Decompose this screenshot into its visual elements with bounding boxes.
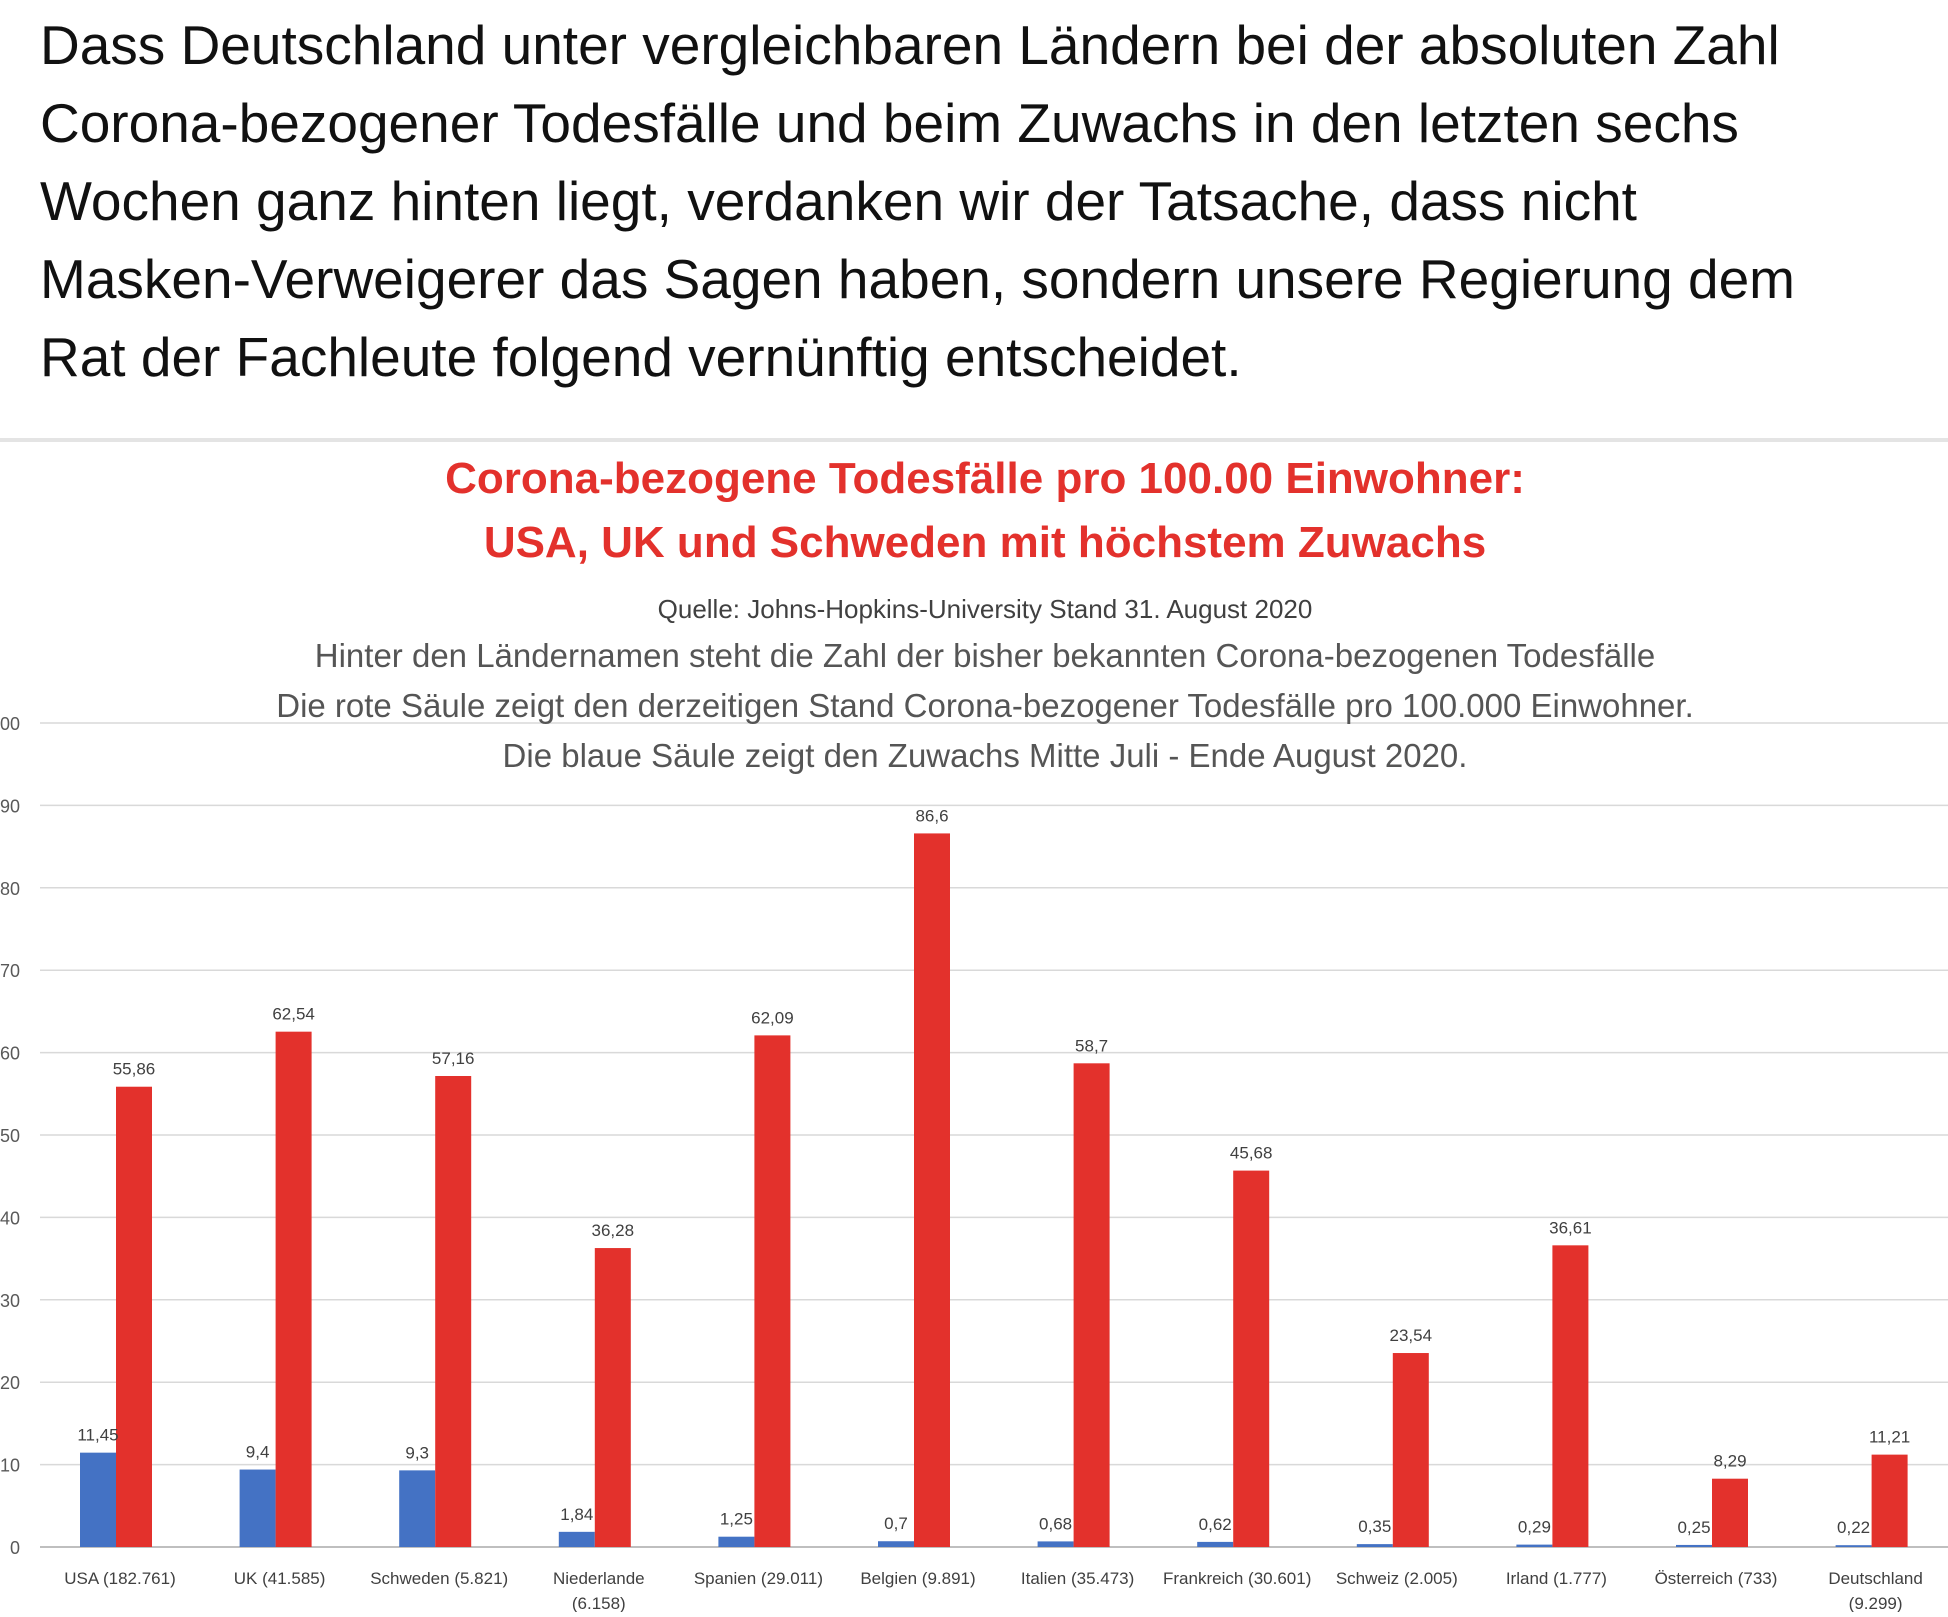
x-category-label: (9.299) [1849, 1594, 1903, 1612]
chart-image: 0 10 20 30 40 50 60 70 80 90 100 11,45 55,86 USA (182… [0, 442, 1948, 1613]
chart-title: Corona-bezogene Todesfälle pro 100.00 Ei… [445, 454, 1525, 503]
blue-bar-value-label: 1,25 [720, 1510, 753, 1529]
x-category-label: UK (41.585) [234, 1569, 326, 1588]
blue-bar-value-label: 0,68 [1039, 1514, 1072, 1533]
blue-bar-value-label: 0,22 [1837, 1518, 1870, 1537]
red-bar [1552, 1245, 1589, 1547]
blue-bar-value-label: 11,45 [77, 1426, 118, 1445]
red-bar [275, 1031, 312, 1547]
y-tick-label: 60 [0, 1044, 20, 1064]
blue-bar [1516, 1544, 1553, 1547]
blue-bar-value-label: 1,84 [560, 1505, 593, 1524]
red-bar-value-label: 45,68 [1230, 1144, 1273, 1163]
y-tick-label: 10 [0, 1456, 20, 1476]
chart-note: Die rote Säule zeigt den derzeitigen Sta… [276, 687, 1694, 724]
chart-note: Hinter den Ländernamen steht die Zahl de… [315, 637, 1655, 674]
blue-bar-value-label: 0,35 [1358, 1517, 1391, 1536]
chart-subtitle: USA, UK und Schweden mit höchstem Zuwach… [484, 518, 1486, 567]
red-bar [1073, 1063, 1110, 1547]
y-tick-label: 0 [10, 1538, 20, 1558]
blue-bar-value-label: 0,7 [884, 1514, 908, 1533]
red-bar-value-label: 55,86 [113, 1060, 156, 1079]
post-text-line: Masken-Verweigerer das Sagen haben, sond… [40, 248, 1795, 310]
blue-bar-value-label: 0,25 [1677, 1518, 1710, 1537]
red-bar [1392, 1353, 1429, 1547]
y-tick-label: 20 [0, 1373, 20, 1393]
y-tick-label: 40 [0, 1208, 20, 1228]
x-category-label: Niederlande [553, 1569, 645, 1588]
blue-bar [1676, 1544, 1712, 1547]
red-bar-value-label: 11,21 [1869, 1428, 1910, 1447]
y-tick-label: 70 [0, 961, 20, 981]
red-bar [754, 1035, 791, 1547]
x-category-label: Schweiz (2.005) [1336, 1569, 1458, 1588]
y-tick-label: 50 [0, 1126, 20, 1146]
x-category-label: Irland (1.777) [1506, 1569, 1607, 1588]
red-bar [1871, 1454, 1908, 1547]
red-bar-value-label: 36,28 [592, 1221, 635, 1240]
x-category-label: Italien (35.473) [1021, 1569, 1134, 1588]
x-category-label: Österreich (733) [1655, 1569, 1778, 1588]
blue-bar [399, 1470, 436, 1547]
y-tick-label: 30 [0, 1291, 20, 1311]
post-text-line: Rat der Fachleute folgend vernünftig ent… [40, 326, 1242, 388]
blue-bar-value-label: 9,3 [405, 1443, 429, 1462]
red-bar-value-label: 36,61 [1549, 1218, 1592, 1237]
red-bar-value-label: 62,54 [272, 1005, 315, 1024]
blue-bar [1835, 1545, 1872, 1547]
x-category-label: Schweden (5.821) [370, 1569, 508, 1588]
blue-bar [1197, 1541, 1234, 1547]
post-text-line: Wochen ganz hinten liegt, verdanken wir … [40, 170, 1637, 232]
red-bar [914, 833, 950, 1547]
red-bar-value-label: 57,16 [432, 1049, 475, 1068]
x-category-label: Spanien (29.011) [694, 1569, 823, 1588]
red-bar [594, 1248, 631, 1547]
red-bar [1712, 1478, 1748, 1547]
chart-note: Die blaue Säule zeigt den Zuwachs Mitte … [503, 737, 1468, 774]
blue-bar [718, 1536, 755, 1547]
blue-bar-value-label: 0,62 [1199, 1515, 1232, 1534]
red-bar-value-label: 62,09 [751, 1008, 794, 1027]
red-bar [116, 1086, 152, 1547]
blue-bar [558, 1531, 595, 1547]
x-category-label: Frankreich (30.601) [1163, 1569, 1311, 1588]
y-tick-label: 100 [0, 714, 20, 734]
blue-bar-value-label: 0,29 [1518, 1518, 1551, 1537]
x-category-label: Belgien (9.891) [860, 1569, 975, 1588]
red-bar-value-label: 58,7 [1075, 1036, 1108, 1055]
chart-source: Quelle: Johns-Hopkins-University Stand 3… [658, 594, 1313, 624]
y-tick-label: 90 [0, 796, 20, 816]
blue-bar [80, 1452, 116, 1547]
x-category-label: USA (182.761) [64, 1569, 176, 1588]
bar-chart: 0 10 20 30 40 50 60 70 80 90 100 11,45 55,86 USA (182… [0, 454, 1948, 1613]
blue-bar [239, 1469, 276, 1547]
y-tick-label: 80 [0, 879, 20, 899]
red-bar-value-label: 86,6 [915, 806, 948, 825]
blue-bar [878, 1541, 914, 1547]
red-bar [1233, 1170, 1270, 1547]
x-category-label: (6.158) [572, 1594, 626, 1612]
red-bar-value-label: 23,54 [1390, 1326, 1433, 1345]
red-bar [435, 1076, 472, 1547]
red-bar-value-label: 8,29 [1713, 1452, 1746, 1471]
divider [0, 438, 1948, 442]
post-text: Dass Deutschland unter vergleichbaren Lä… [40, 6, 1920, 396]
blue-bar-value-label: 9,4 [246, 1443, 270, 1462]
blue-bar [1037, 1541, 1074, 1547]
post-text-line: Corona-bezogener Todesfälle und beim Zuw… [40, 92, 1739, 154]
post-text-line: Dass Deutschland unter vergleichbaren Lä… [40, 14, 1780, 76]
x-category-label: Deutschland [1828, 1569, 1923, 1588]
blue-bar [1356, 1544, 1393, 1547]
